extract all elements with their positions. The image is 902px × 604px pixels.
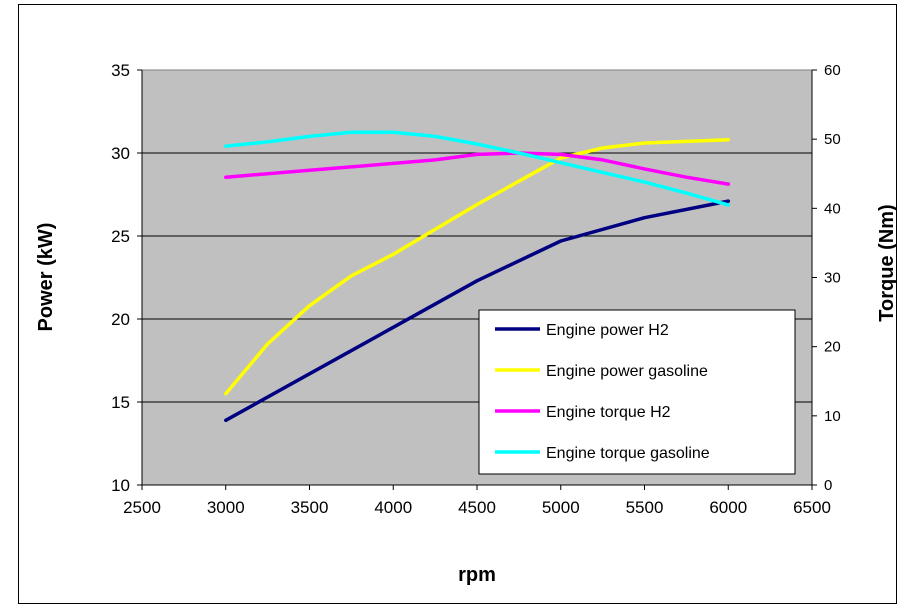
x-tick-label: 5000	[542, 498, 580, 517]
x-tick-label: 2500	[123, 498, 161, 517]
y2-tick-label: 50	[824, 131, 841, 148]
legend-box	[478, 309, 796, 475]
y2-tick-label: 60	[824, 62, 841, 79]
y-tick-label: 25	[111, 227, 130, 246]
x-tick-label: 4500	[458, 498, 496, 517]
series-layer	[224, 130, 731, 423]
y-tick-label: 35	[111, 61, 130, 80]
series-line-engine-power-h2	[224, 199, 731, 423]
y2-tick-label: 40	[824, 200, 841, 217]
legend-label: Engine power gasoline	[546, 363, 708, 380]
x-tick-label: 3000	[207, 498, 245, 517]
x-tick-label: 4000	[374, 498, 412, 517]
y2-tick-label: 10	[824, 408, 841, 425]
x-axis-title: rpm	[458, 564, 496, 586]
legend-items: Engine power H2 Engine power gasoline Engi…	[495, 322, 710, 462]
y-tick-label: 30	[111, 144, 130, 163]
x-tick-label: 6500	[793, 498, 831, 517]
y2-tick-label: 30	[824, 270, 841, 287]
legend: Engine power H2 Engine power gasoline Engi…	[478, 309, 796, 475]
legend-label: Engine power H2	[546, 322, 669, 339]
x-tick-label: 3500	[291, 498, 329, 517]
axes: 10 15 20 25 30 35 0 10 20 30 40 50 60 2500 3000 3500 400…	[111, 61, 841, 517]
y-tick-label: 15	[111, 393, 130, 412]
y-tick-label: 20	[111, 310, 130, 329]
y2-axis-title: Torque (Nm)	[876, 204, 898, 321]
y-axis-title: Power (kW)	[35, 223, 57, 332]
series-line-engine-power-gasoline	[224, 137, 731, 396]
x-tick-label: 6000	[709, 498, 747, 517]
legend-label: Engine torque gasoline	[546, 445, 710, 462]
series-line-engine-torque-gasoline	[224, 130, 731, 207]
legend-label: Engine torque H2	[546, 404, 671, 421]
y2-tick-label: 20	[824, 339, 841, 356]
y-tick-label: 10	[111, 476, 130, 495]
y2-tick-label: 0	[824, 477, 832, 494]
x-tick-label: 5500	[626, 498, 664, 517]
